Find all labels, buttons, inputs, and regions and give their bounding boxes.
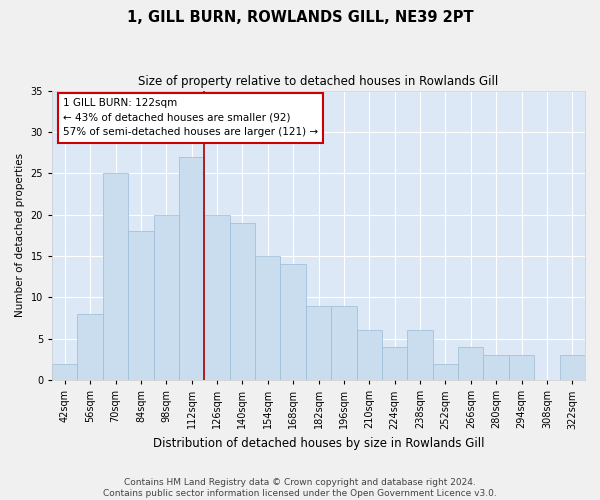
Bar (560, 356, 585, 380)
Text: Contains HM Land Registry data © Crown copyright and database right 2024.
Contai: Contains HM Land Registry data © Crown c… (103, 478, 497, 498)
X-axis label: Distribution of detached houses by size in Rowlands Gill: Distribution of detached houses by size … (153, 437, 484, 450)
Bar (407, 330, 433, 380)
Bar (484, 356, 509, 380)
Bar (77, 314, 103, 380)
Bar (509, 356, 534, 380)
Text: 1 GILL BURN: 122sqm
← 43% of detached houses are smaller (92)
57% of semi-detach: 1 GILL BURN: 122sqm ← 43% of detached ho… (63, 98, 318, 138)
Bar (458, 347, 484, 380)
Bar (433, 364, 458, 380)
Bar (128, 231, 154, 380)
Text: 1, GILL BURN, ROWLANDS GILL, NE39 2PT: 1, GILL BURN, ROWLANDS GILL, NE39 2PT (127, 10, 473, 25)
Bar (382, 347, 407, 380)
Bar (230, 223, 255, 380)
Bar (306, 306, 331, 380)
Bar (356, 330, 382, 380)
Title: Size of property relative to detached houses in Rowlands Gill: Size of property relative to detached ho… (139, 75, 499, 88)
Bar (331, 306, 356, 380)
Bar (154, 214, 179, 380)
Bar (205, 214, 230, 380)
Bar (255, 256, 280, 380)
Bar (52, 364, 77, 380)
Y-axis label: Number of detached properties: Number of detached properties (15, 154, 25, 318)
Bar (103, 174, 128, 380)
Bar (280, 264, 306, 380)
Bar (179, 156, 205, 380)
